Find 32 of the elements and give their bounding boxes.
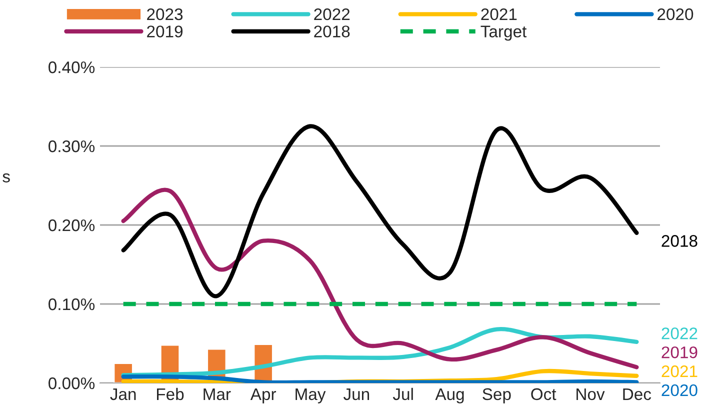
x-tick-label: Jan xyxy=(110,388,136,400)
text: 2019 xyxy=(662,346,698,358)
x-tick-label: Sep xyxy=(482,388,511,404)
text: 2021 xyxy=(662,365,698,378)
line-series xyxy=(121,124,639,298)
legend-label: 2019 xyxy=(147,26,183,38)
y-tick-label: 0.10% xyxy=(48,298,95,310)
line-series xyxy=(121,188,639,370)
legend-label: 2020 xyxy=(658,8,694,20)
y-tick-label: 0.00% xyxy=(48,377,95,390)
y-tick-label: 0.20% xyxy=(48,219,95,232)
text: 2018 xyxy=(662,235,698,247)
x-tick-label: Feb xyxy=(157,388,184,400)
x-tick-label: May xyxy=(296,388,326,404)
x-tick-label: Jul xyxy=(392,388,413,400)
x-tick-label: Nov xyxy=(576,388,605,400)
x-tick-label: Jun xyxy=(343,388,370,400)
y-axis-title: s xyxy=(2,173,10,182)
x-tick-label: Dec xyxy=(623,388,652,400)
x-tick-label: Apr xyxy=(250,388,276,404)
text: 2022 xyxy=(662,327,698,340)
x-tick-label: Aug xyxy=(435,388,464,404)
legend-label: 2022 xyxy=(314,8,350,20)
x-tick-label: Oct xyxy=(531,388,556,400)
x-tick-label: Mar xyxy=(204,388,231,400)
legend-label: Target xyxy=(480,26,527,41)
legend-label: 2018 xyxy=(314,26,350,38)
legend-label: 2023 xyxy=(147,8,183,20)
y-tick-label: 0.40% xyxy=(48,61,95,74)
text: 2020 xyxy=(662,384,698,396)
legend-label: 2021 xyxy=(481,8,517,20)
y-tick-label: 0.30% xyxy=(48,140,95,152)
